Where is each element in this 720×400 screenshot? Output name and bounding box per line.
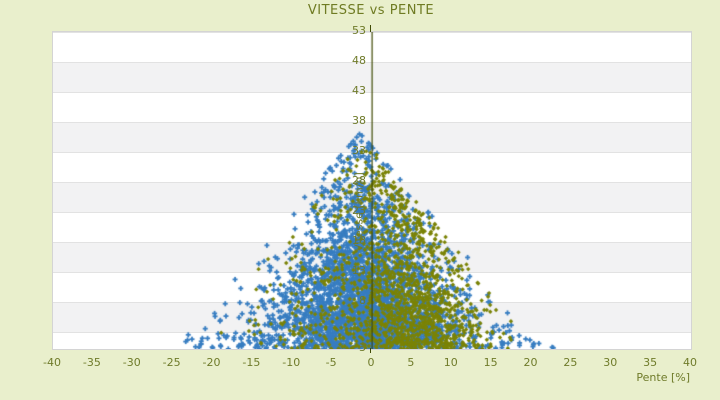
zero-axis-line-top-tick (370, 25, 371, 32)
y-tick-label: 8 (359, 294, 366, 307)
x-tick-label: -35 (82, 356, 101, 369)
y-tick-label: 3 (359, 341, 366, 354)
x-tick-label: 20 (523, 356, 538, 369)
x-tick-label: 10 (443, 356, 458, 369)
y-tick-label: 18 (352, 234, 366, 247)
x-tick-label: -15 (242, 356, 261, 369)
x-axis-label: Pente [%] (636, 371, 690, 384)
x-tick-label: -10 (282, 356, 301, 369)
plot-area (52, 31, 692, 350)
y-tick-label: 23 (352, 204, 366, 217)
y-tick-label: 13 (352, 264, 366, 277)
y-tick-label: 53 (352, 24, 366, 37)
y-tick-label: 48 (352, 54, 366, 67)
x-tick-label: 5 (407, 356, 415, 369)
y-tick-label: 43 (352, 84, 366, 97)
x-tick-label: -30 (122, 356, 141, 369)
x-tick-label: 25 (563, 356, 578, 369)
y-tick-label: 28 (352, 174, 366, 187)
x-tick-label: -25 (162, 356, 181, 369)
x-tick-label: 15 (483, 356, 498, 369)
x-tick-label: -20 (202, 356, 221, 369)
x-tick-label: -5 (325, 356, 337, 369)
x-tick-label: 35 (643, 356, 658, 369)
x-tick-label: -40 (43, 356, 61, 369)
chart-title: VITESSE vs PENTE (307, 3, 435, 18)
zero-axis-line-bottom-tick (370, 348, 371, 353)
y-tick-label: 38 (352, 114, 366, 127)
y-tick-label: 33 (352, 144, 366, 157)
x-tick-label: 30 (603, 356, 618, 369)
x-tick-label: 0 (367, 356, 375, 369)
x-tick-label: 40 (683, 356, 697, 369)
scatter-canvas (53, 32, 691, 349)
